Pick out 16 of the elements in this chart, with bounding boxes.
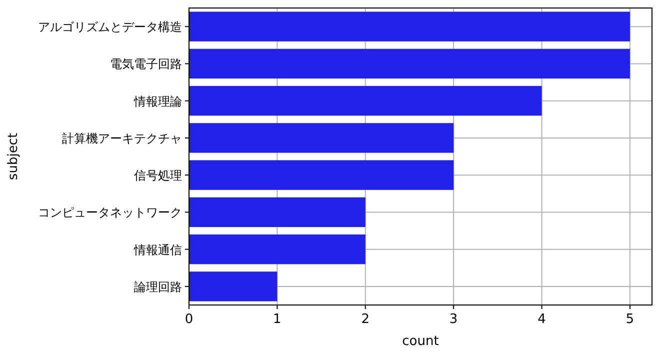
y-tick-label: 電気電子回路 [110, 57, 182, 72]
y-axis-title: subject [6, 132, 21, 180]
y-tick-label: アルゴリズムとデータ構造 [38, 20, 182, 34]
x-tick-label: 0 [184, 312, 194, 327]
y-tick-label: 情報理論 [133, 94, 182, 108]
y-tick-label: 計算機アーキテクチャ [62, 131, 182, 146]
x-tick-label: 3 [449, 312, 458, 327]
y-tick-label: 論理回路 [134, 280, 182, 294]
x-axis-title: count [402, 334, 439, 349]
y-tick-label: 信号処理 [134, 168, 182, 183]
y-tick-label: 情報通信 [133, 242, 182, 257]
x-tick-label: 5 [626, 312, 634, 327]
x-tick-label: 1 [273, 312, 282, 327]
y-tick-label: コンピュータネットワーク [38, 206, 182, 220]
x-tick-label: 4 [538, 312, 546, 327]
x-tick-label: 2 [361, 312, 370, 327]
